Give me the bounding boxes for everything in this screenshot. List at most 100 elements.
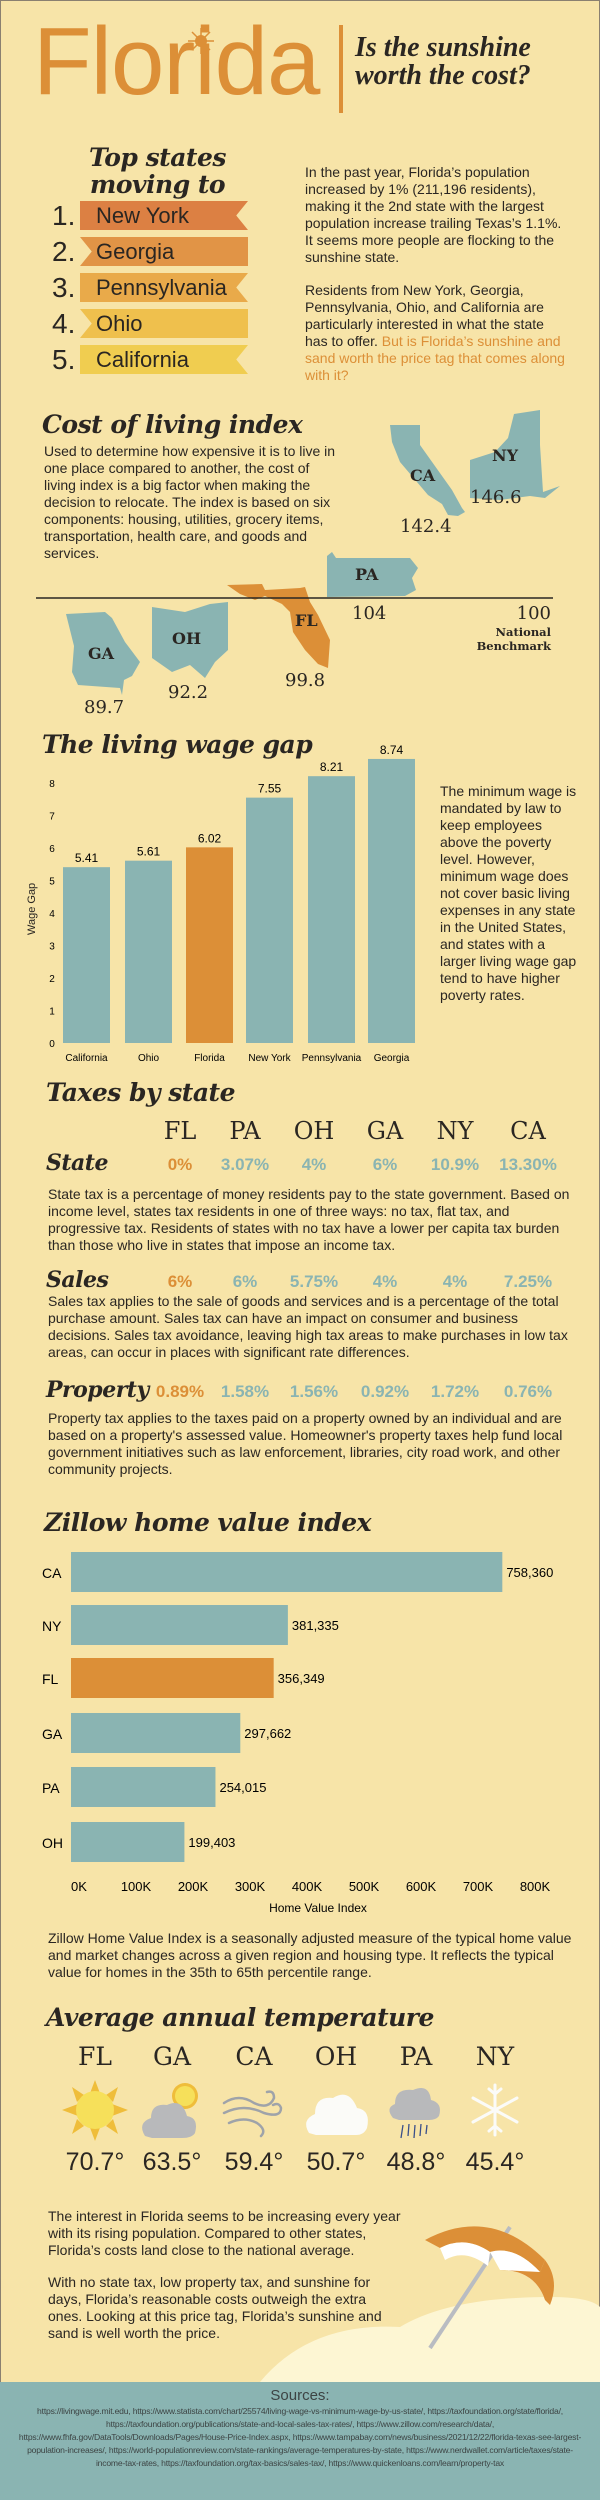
home-value-bar — [71, 1713, 241, 1753]
tax-column-header: OH — [293, 1117, 335, 1145]
y-tick-label: 4 — [49, 909, 55, 920]
wage-bar — [186, 847, 233, 1043]
temperature-state: PA — [399, 2042, 433, 2071]
bar-value-label: 297,662 — [244, 1726, 291, 1741]
sources-text[interactable]: https://livingwage.mit.edu, https://www.… — [18, 2406, 582, 2468]
temperature-value: 70.7° — [65, 2148, 125, 2176]
x-tick-label: Florida — [194, 1053, 225, 1064]
rank-number: 1. — [52, 200, 76, 231]
x-tick-label: California — [65, 1053, 108, 1064]
x-tick-label: 700K — [463, 1879, 494, 1894]
tax-rate: 1.56% — [289, 1382, 339, 1401]
bar-value-label: 356,349 — [278, 1671, 325, 1686]
tax-rate: 0.89% — [155, 1382, 205, 1401]
tax-rate: 0.76% — [503, 1382, 553, 1401]
y-tick-label: 3 — [49, 942, 55, 953]
fl-map-shape — [227, 584, 330, 668]
bar-value-label: 758,360 — [506, 1565, 553, 1580]
temperature-state: CA — [235, 2042, 273, 2071]
partly-cloudy-icon — [137, 2078, 207, 2143]
sun-icon — [60, 2078, 130, 2143]
rank-number: 3. — [52, 272, 76, 303]
rank-banner: California — [80, 345, 248, 374]
y-tick-label: 1 — [49, 1007, 55, 1018]
tax-column-header: NY — [436, 1117, 474, 1145]
population-paragraph: In the past year, Florida’s population i… — [305, 164, 562, 265]
tax-column-header: PA — [229, 1117, 261, 1145]
sand-dune — [260, 2297, 600, 2382]
tax-rate: 6% — [167, 1272, 193, 1291]
page-subtitle: Is the sunshine worth the cost? — [355, 32, 531, 91]
category-label: GA — [42, 1726, 63, 1742]
state-abbr: PA — [355, 565, 379, 584]
tax-column-header: FL — [163, 1117, 197, 1145]
bar-value-label: 381,335 — [292, 1618, 339, 1633]
tax-rate: 13.30% — [499, 1155, 557, 1174]
x-tick-label: 100K — [121, 1879, 152, 1894]
state-index-value: 146.6 — [470, 487, 522, 508]
rank-number: 4. — [52, 308, 76, 339]
x-tick-label: 300K — [235, 1879, 266, 1894]
wage-bar — [308, 776, 355, 1043]
tax-rate: 0% — [167, 1155, 193, 1174]
ny-map-shape — [470, 410, 560, 500]
bar-value-label: 8.21 — [320, 760, 344, 774]
sources-footer: Sources: https://livingwage.mit.edu, htt… — [0, 2382, 600, 2500]
state-abbr: FL — [295, 611, 318, 630]
category-label: NY — [42, 1618, 62, 1634]
sources-heading: Sources: — [270, 2387, 330, 2404]
rank-banner: Georgia — [80, 237, 248, 266]
tax-rate: 4% — [301, 1155, 327, 1174]
residents-paragraph: Residents from New York, Georgia, Pennsy… — [305, 282, 567, 384]
rank-number: 2. — [52, 236, 76, 267]
temperature-value: 59.4° — [224, 2148, 284, 2176]
x-tick-label: Pennsylvania — [302, 1053, 362, 1064]
ca-map-shape — [390, 425, 465, 516]
home-value-bar — [71, 1605, 288, 1645]
pa-map-shape — [327, 552, 418, 597]
category-label: CA — [42, 1565, 62, 1581]
category-label: OH — [42, 1835, 63, 1851]
state-index-value: 142.4 — [400, 516, 452, 537]
bar-value-label: 6.02 — [198, 831, 222, 845]
tax-row-label: Sales — [46, 1267, 109, 1293]
x-tick-label: 500K — [349, 1879, 380, 1894]
rank-banner: New York — [80, 201, 248, 230]
temperature-state: FL — [78, 2042, 112, 2071]
temperature-state: OH — [314, 2042, 358, 2071]
living-wage-chart: 0 1 2 3 4 5 6 7 8 5.41 California 5.61 Ohio 6.02 Flori… — [49, 743, 415, 1064]
beach-illustration — [260, 2225, 600, 2382]
tax-rate: 3.07% — [220, 1155, 270, 1174]
state-index-value: 89.7 — [84, 697, 125, 718]
home-value-bar — [71, 1822, 185, 1862]
tax-row-label: State — [46, 1150, 108, 1176]
title-divider — [339, 25, 343, 113]
temperature-value: 45.4° — [465, 2148, 525, 2176]
bar-value-label: 7.55 — [258, 782, 282, 796]
state-index-value: 104 — [352, 603, 387, 624]
home-value-bar — [71, 1658, 274, 1698]
temperature-value: 63.5° — [142, 2148, 202, 2176]
cost-of-living-heading: Cost of living index — [42, 410, 303, 439]
tax-rate: 6% — [232, 1272, 258, 1291]
tax-rate: 5.75% — [289, 1272, 339, 1291]
x-tick-label: 200K — [178, 1879, 209, 1894]
question-highlight: But is Florida’s sunshine and sand worth… — [305, 333, 565, 383]
tax-description: State tax is a percentage of money resid… — [48, 1186, 570, 1253]
oh-map-shape — [152, 602, 228, 678]
state-index-value: 92.2 — [168, 682, 209, 703]
y-tick-label: 7 — [49, 812, 55, 823]
zillow-chart: CA 758,360 NY 381,335 FL 356,349 GA 297,662 PA 25… — [42, 1552, 553, 1915]
rain-icon — [381, 2078, 451, 2143]
state-abbr: NY — [492, 446, 519, 465]
florida-logo: Florida — [33, 8, 320, 115]
x-tick-label: 800K — [520, 1879, 551, 1894]
category-label: FL — [42, 1671, 59, 1687]
tax-description: Property tax applies to the taxes paid o… — [48, 1410, 563, 1477]
benchmark-value: 100 — [516, 603, 551, 624]
x-tick-label: 400K — [292, 1879, 323, 1894]
rank-number: 5. — [52, 344, 76, 375]
taxes-heading: Taxes by state — [46, 1078, 235, 1107]
tax-column-header: CA — [510, 1117, 546, 1145]
temperature-heading: Average annual temperature — [46, 2003, 434, 2032]
